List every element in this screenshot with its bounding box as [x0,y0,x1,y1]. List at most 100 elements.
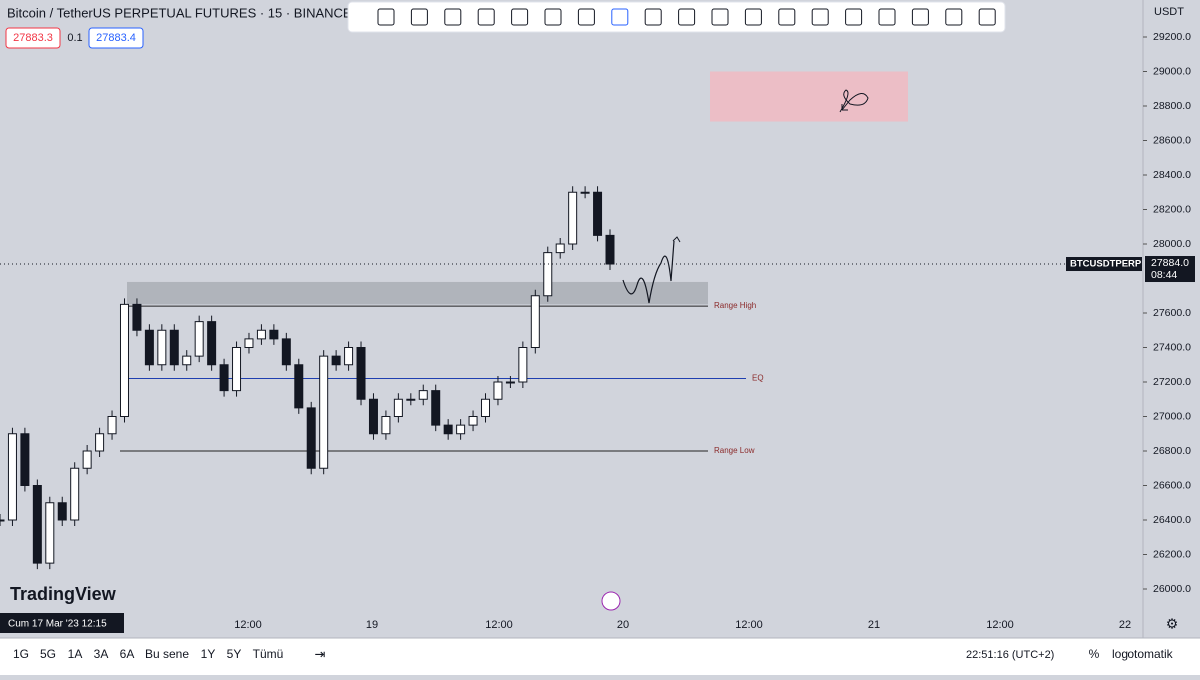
candle [356,347,366,400]
candle [219,364,229,392]
candle [107,416,117,435]
ask[interactable]: 27883.4 [96,32,136,44]
candle [319,355,329,469]
range-button[interactable]: 5Y [227,647,242,661]
time-label: 12:00 [234,619,262,631]
candle [157,329,167,366]
range-button[interactable]: 1G [13,647,29,661]
tool-icon[interactable] [611,8,629,26]
candle [555,243,565,254]
price-label: 26000.0 [1153,583,1191,595]
price-tag [1145,256,1195,283]
tool-icon[interactable] [811,8,829,26]
candle [95,433,105,452]
target-zone [710,71,908,122]
time-label: 22 [1119,619,1131,631]
countdown: 08:44 [1151,269,1177,281]
cursor-box [0,613,124,633]
ask-box[interactable] [88,27,144,49]
candle [493,381,503,400]
candle [169,329,179,366]
tool-icon[interactable] [377,8,395,26]
candle [57,502,67,521]
tool-icon[interactable] [444,8,462,26]
price-label: 28800.0 [1153,100,1191,112]
candle [543,252,553,297]
tool-icon[interactable] [678,8,696,26]
tool-icon[interactable] [778,8,796,26]
chart-bg [0,0,1200,638]
compare-range[interactable]: ⇥ [315,646,326,661]
candle [182,355,192,366]
candle [132,303,142,331]
price-label: 29000.0 [1153,65,1191,77]
candle [207,321,217,366]
candle [580,191,590,194]
level-label: EQ [752,374,764,383]
candle [232,347,242,392]
bid-box[interactable] [5,27,61,49]
logo: TradingView [10,584,117,604]
tool-icon[interactable] [978,8,996,26]
range-button[interactable]: 6A [120,647,135,661]
candle [119,303,129,417]
axis-option[interactable]: otomatik [1127,647,1173,661]
tool-icon[interactable] [544,8,562,26]
tool-icon[interactable] [911,8,929,26]
candle [256,329,266,340]
candle [568,191,578,245]
axis-option[interactable]: % [1089,647,1100,661]
tool-icon[interactable] [477,8,495,26]
projection-arrow [672,236,681,243]
tool-icon[interactable] [711,8,729,26]
candle [381,416,391,435]
candle [281,338,291,366]
range-button[interactable]: 1A [68,647,83,661]
range-button[interactable]: Tümü [253,647,284,661]
tool-icon[interactable] [511,8,529,26]
candle [32,485,42,564]
axis-option[interactable]: log [1112,647,1128,661]
candle [530,295,540,348]
clock: 22:51:16 (UTC+2) [966,649,1054,661]
candle [294,364,304,409]
target-sketch [839,89,869,113]
bid[interactable]: 27883.3 [13,32,53,44]
range-button[interactable]: 3A [94,647,109,661]
symbol-tag [1066,257,1142,272]
settings[interactable]: ⚙ [1166,616,1179,632]
price-label: 27600.0 [1153,307,1191,319]
price-label: 29200.0 [1153,31,1191,43]
candle [481,398,491,417]
time-label: 12:00 [986,619,1014,631]
events-icon[interactable] [601,591,621,611]
range-button[interactable]: Bu sene [145,647,189,661]
tool-icon[interactable] [845,8,863,26]
projection-sketch [622,240,675,304]
candle [518,347,528,383]
candle [244,338,254,348]
price-label: 28200.0 [1153,203,1191,215]
range-button[interactable]: 5G [40,647,56,661]
currency[interactable]: USDT [1154,6,1184,18]
candle [45,502,55,564]
price-label: 27400.0 [1153,341,1191,353]
zone [127,281,708,305]
candle [505,381,515,384]
tool-icon[interactable] [878,8,896,26]
tool-icon[interactable] [644,8,662,26]
tool-icon[interactable] [744,8,762,26]
tool-icon[interactable] [410,8,428,26]
price-label: 28000.0 [1153,238,1191,250]
price-label: 26600.0 [1153,479,1191,491]
range-button[interactable]: 1Y [201,647,216,661]
price-label: 26200.0 [1153,548,1191,560]
price-label: 26400.0 [1153,514,1191,526]
candle [7,433,17,521]
time-label: 12:00 [735,619,763,631]
level-label: Range Low [714,446,755,455]
tool-icon[interactable] [945,8,963,26]
tool-icon[interactable] [577,8,595,26]
candle [269,329,279,340]
